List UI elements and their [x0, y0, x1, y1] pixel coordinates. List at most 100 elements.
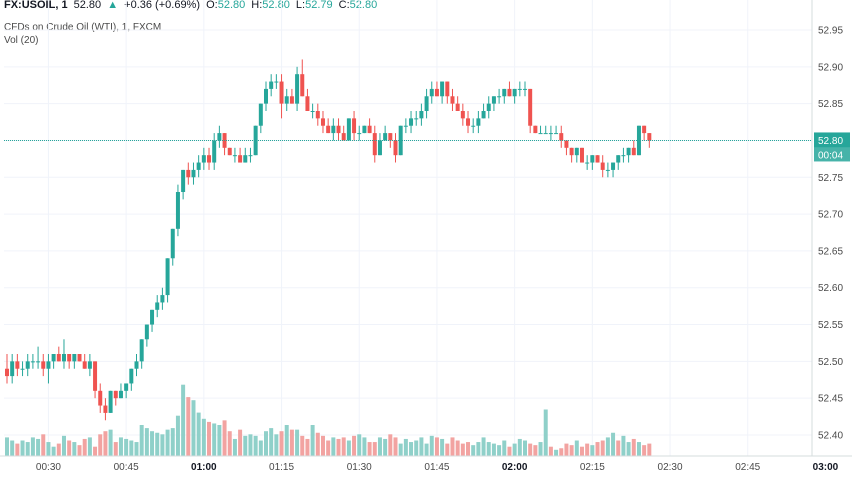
volume-bar — [331, 437, 336, 456]
candle-body — [295, 74, 300, 104]
candle-body — [569, 147, 574, 156]
volume-bar — [481, 437, 486, 456]
volume-bar — [569, 445, 574, 456]
volume-bar — [517, 438, 522, 456]
candle-body — [346, 118, 351, 141]
volume-bar — [486, 442, 491, 456]
candle-body — [238, 155, 243, 163]
volume-bar — [113, 442, 118, 456]
volume-bar — [440, 438, 445, 456]
y-tick-label: 52.85 — [818, 99, 843, 110]
volume-bar — [315, 432, 320, 456]
candle-body — [134, 361, 139, 369]
candle-body — [269, 81, 274, 89]
candle-body — [388, 133, 393, 141]
candle-body — [103, 405, 108, 413]
volume-bar — [15, 443, 20, 456]
volume-bar — [72, 442, 77, 456]
candle-body — [82, 361, 87, 369]
candle-body — [579, 147, 584, 163]
y-tick-label: 52.95 — [818, 26, 843, 37]
y-tick-label: 52.75 — [818, 173, 843, 184]
candle-body — [217, 133, 222, 141]
candle-body — [497, 96, 502, 98]
volume-bar — [258, 440, 263, 456]
volume-bar — [201, 418, 206, 456]
volume-bar — [590, 445, 595, 456]
candle-body — [424, 96, 429, 111]
volume-bar — [409, 442, 414, 456]
candle-body — [305, 96, 310, 111]
candle-body — [512, 88, 517, 97]
volume-bar — [497, 445, 502, 456]
volume-bar — [357, 434, 362, 456]
candle-body — [450, 96, 455, 104]
price-tag-value: 52.80 — [818, 136, 843, 147]
volume-bar — [243, 435, 248, 456]
volume-bar — [367, 442, 372, 456]
y-tick-label: 52.50 — [818, 357, 843, 368]
volume-bar — [554, 449, 559, 456]
candle-body — [611, 162, 616, 170]
candle-body — [631, 147, 636, 156]
volume-bar — [455, 440, 460, 456]
candle-body — [227, 147, 232, 156]
x-tick-label: 01:15 — [269, 462, 294, 473]
candle-body — [264, 88, 268, 104]
candle-body — [419, 111, 424, 119]
volume-bar — [108, 429, 113, 456]
volume-bar — [326, 440, 331, 456]
volume-bar — [46, 442, 51, 456]
volume-bar — [388, 434, 393, 456]
candle-body — [543, 133, 548, 135]
volume-bar — [207, 421, 212, 456]
y-tick-label: 52.90 — [818, 62, 843, 73]
volume-bar — [502, 440, 507, 456]
volume-bar — [595, 442, 600, 456]
volume-bar — [98, 434, 103, 456]
candle-body — [414, 118, 419, 120]
volume-bar — [305, 438, 310, 456]
candle-body — [72, 354, 77, 362]
volume-bar — [67, 440, 72, 456]
volume-bar — [621, 435, 626, 456]
y-tick-label: 52.65 — [818, 246, 843, 257]
volume-bar — [300, 435, 305, 456]
volume-bar — [419, 437, 424, 456]
candle-body — [383, 133, 388, 141]
candle-body — [372, 133, 377, 156]
volume-bar — [579, 446, 584, 456]
candle-body — [403, 125, 408, 127]
volume-bar — [196, 412, 201, 456]
candle-body — [341, 133, 346, 141]
volume-bar — [175, 415, 180, 456]
y-tick-label: 52.70 — [818, 210, 843, 221]
volume-bar — [20, 440, 25, 456]
candle-body — [595, 155, 600, 163]
candle-body — [5, 368, 9, 377]
candle-body — [642, 125, 647, 134]
candle-body — [253, 125, 258, 156]
candle-body — [621, 155, 626, 157]
close-value: 52.80 — [349, 0, 378, 11]
volume-bar — [538, 442, 543, 456]
candle-body — [207, 155, 212, 163]
candle-body — [455, 103, 460, 111]
symbol-header: FX:USOIL, 1 52.80 ▲ +0.36 (+0.69%) O:52.… — [4, 0, 380, 11]
candle-body — [248, 155, 253, 157]
candle-body — [538, 133, 543, 135]
volume-bar — [155, 432, 160, 456]
candle-body — [113, 390, 118, 399]
volume-bar — [605, 437, 610, 456]
volume-bar — [269, 428, 274, 456]
price-tag-countdown: 00:04 — [818, 150, 843, 161]
symbol-label: FX:USOIL, 1 — [4, 0, 68, 11]
candle-body — [393, 140, 398, 156]
volume-bar — [289, 429, 294, 456]
volume-bar — [600, 440, 605, 456]
candle-body — [129, 368, 134, 384]
candle-body — [41, 361, 46, 369]
volume-bar — [362, 437, 367, 456]
candle-body — [150, 309, 155, 325]
